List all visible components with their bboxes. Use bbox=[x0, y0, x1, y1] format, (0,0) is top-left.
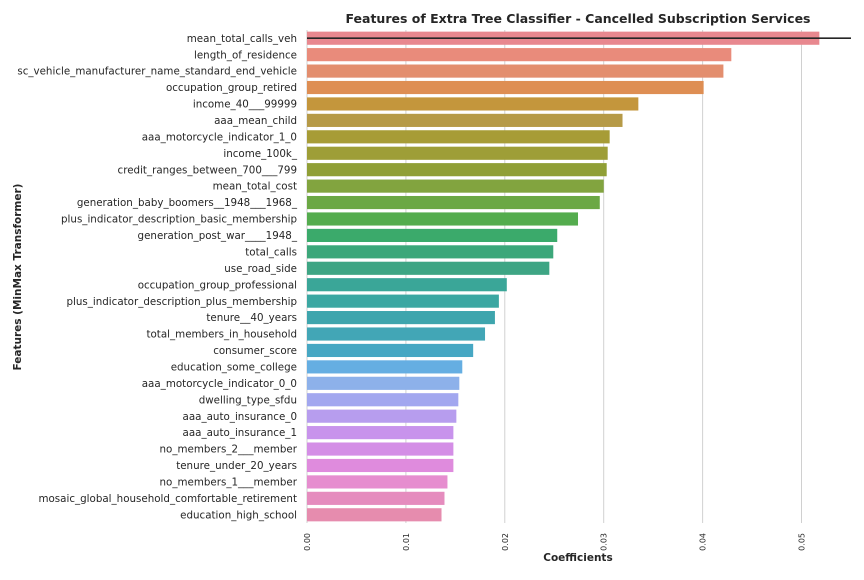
bar-tenure__40_years bbox=[307, 311, 495, 325]
y-tick-label: education_high_school bbox=[180, 509, 297, 521]
y-tick-label: tenure_under_20_years bbox=[176, 460, 297, 472]
y-tick-label: aaa_motorcycle_indicator_0_0 bbox=[142, 378, 297, 390]
y-tick-label: total_calls bbox=[245, 246, 297, 258]
bar-length_of_residence bbox=[307, 48, 732, 62]
bar-aaa_auto_insurance_0 bbox=[307, 409, 457, 423]
y-tick-label: total_members_in_household bbox=[146, 329, 297, 341]
bar-plus_indicator_description_basic_membership bbox=[307, 212, 579, 226]
y-tick-label: credit_ranges_between_700___799 bbox=[118, 164, 297, 176]
y-tick-label: no_members_1___member bbox=[160, 477, 298, 489]
y-tick-label: tenure__40_years bbox=[206, 312, 297, 324]
bar-income_100k_ bbox=[307, 146, 608, 160]
y-tick-label: income_40___99999 bbox=[193, 99, 297, 111]
bar-use_road_side bbox=[307, 261, 550, 275]
y-tick-label: sc_vehicle_manufacturer_name_standard_en… bbox=[17, 66, 297, 78]
bar-dwelling_type_sfdu bbox=[307, 393, 459, 407]
bar-mean_total_cost bbox=[307, 179, 604, 193]
bar-layer bbox=[307, 31, 820, 522]
bar-mosaic_global_household_comfortable_retirement bbox=[307, 491, 445, 505]
y-tick-label: plus_indicator_description_plus_membersh… bbox=[66, 296, 297, 308]
y-tick-label: occupation_group_professional bbox=[138, 279, 297, 291]
bar-consumer_score bbox=[307, 343, 474, 358]
bar-credit_ranges_between_700___799 bbox=[307, 163, 607, 177]
y-tick-label: generation_post_war____1948_ bbox=[138, 230, 298, 242]
bar-education_high_school bbox=[307, 508, 442, 522]
bar-total_calls bbox=[307, 245, 554, 259]
bar-no_members_1___member bbox=[307, 475, 448, 489]
bar-education_some_college bbox=[307, 360, 463, 374]
y-tick-label: length_of_residence bbox=[194, 49, 297, 61]
y-tick-label: occupation_group_retired bbox=[166, 82, 297, 94]
y-tick-label: generation_baby_boomers__1948___1968_ bbox=[77, 197, 298, 209]
chart-title: Features of Extra Tree Classifier - Canc… bbox=[346, 11, 811, 26]
y-tick-label: education_some_college bbox=[171, 361, 297, 373]
x-tick-label: 0.02 bbox=[501, 533, 510, 551]
y-tick-label: mean_total_cost bbox=[213, 181, 297, 193]
y-tick-label: consumer_score bbox=[213, 345, 297, 357]
y-tick-label: plus_indicator_description_basic_members… bbox=[61, 214, 297, 226]
y-tick-label: mean_total_calls_veh bbox=[187, 33, 297, 45]
y-tick-label: aaa_auto_insurance_0 bbox=[183, 411, 297, 423]
bar-aaa_mean_child bbox=[307, 113, 623, 127]
bar-plus_indicator_description_plus_membership bbox=[307, 294, 499, 308]
bar-income_40___99999 bbox=[307, 97, 639, 111]
grid-layer bbox=[306, 30, 802, 523]
y-tick-label: use_road_side bbox=[224, 263, 297, 275]
bar-sc_vehicle_manufacturer_name_standard_end_vehicle bbox=[307, 64, 724, 78]
y-tick-label: aaa_motorcycle_indicator_1_0 bbox=[142, 131, 297, 143]
x-tick-label: 0.04 bbox=[699, 533, 708, 551]
y-tick-label: no_members_2___member bbox=[160, 444, 298, 456]
x-tick-label: 0.01 bbox=[402, 533, 411, 551]
bar-aaa_motorcycle_indicator_0_0 bbox=[307, 376, 460, 390]
y-tick-label: dwelling_type_sfdu bbox=[199, 394, 297, 406]
bar-occupation_group_retired bbox=[307, 80, 704, 95]
bar-tenure_under_20_years bbox=[307, 458, 454, 473]
y-tick-labels: mean_total_calls_veh length_of_residences… bbox=[17, 33, 298, 522]
x-tick-labels: 0.00 0.01 0.02 0.03 0.04 0.05 bbox=[303, 533, 807, 551]
bar-aaa_auto_insurance_1 bbox=[307, 426, 454, 440]
x-tick-label: 0.03 bbox=[600, 533, 609, 551]
bar-generation_baby_boomers__1948___1968_ bbox=[307, 195, 600, 210]
y-tick-label: aaa_auto_insurance_1 bbox=[183, 427, 297, 439]
y-tick-label: mosaic_global_household_comfortable_reti… bbox=[38, 493, 297, 505]
x-tick-label: 0.05 bbox=[798, 533, 807, 551]
y-tick-label: aaa_mean_child bbox=[214, 115, 297, 127]
bar-aaa_motorcycle_indicator_1_0 bbox=[307, 130, 610, 144]
bar-generation_post_war____1948_ bbox=[307, 228, 558, 242]
bar-occupation_group_professional bbox=[307, 278, 507, 292]
bar-no_members_2___member bbox=[307, 442, 454, 456]
x-axis-label: Coefficients bbox=[543, 552, 612, 564]
plot-background bbox=[307, 30, 851, 523]
x-tick-label: 0.00 bbox=[303, 533, 312, 551]
y-tick-label: income_100k_ bbox=[223, 148, 297, 160]
y-axis-label: Features (MinMax Transformer) bbox=[12, 184, 24, 371]
bar-total_members_in_household bbox=[307, 327, 486, 341]
